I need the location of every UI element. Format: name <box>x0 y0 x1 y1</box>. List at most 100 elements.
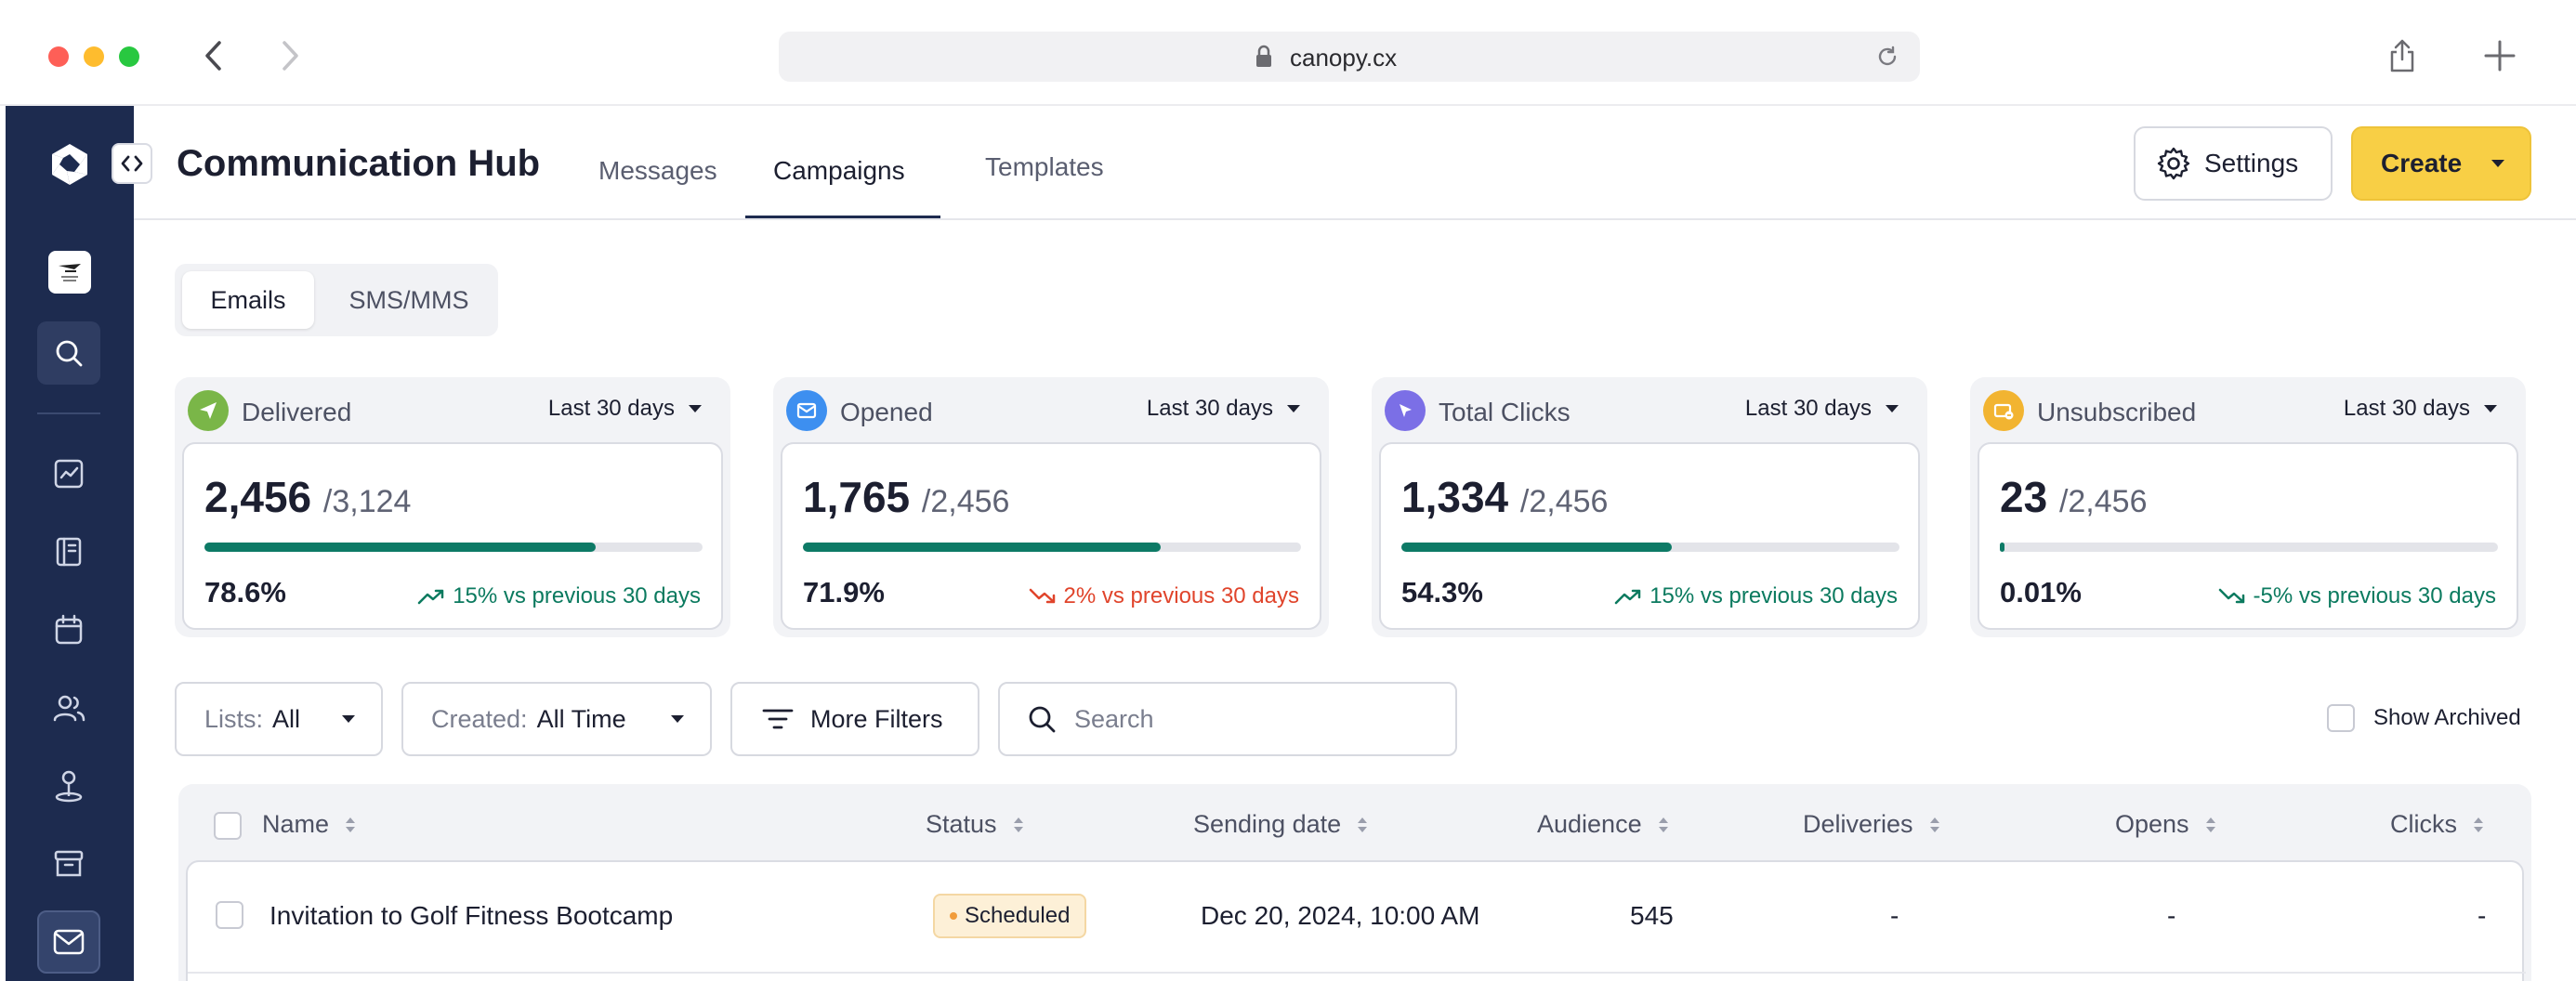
column-header-clicks[interactable]: Clicks <box>2390 810 2485 839</box>
search-input[interactable]: Search <box>998 682 1457 756</box>
sort-icon <box>1358 817 1368 832</box>
trend-text: 15% vs previous 30 days <box>453 583 701 608</box>
column-header-deliveries[interactable]: Deliveries <box>1803 810 1941 839</box>
sort-icon <box>2205 817 2215 832</box>
column-header-name[interactable]: Name <box>262 810 357 839</box>
progress-fill <box>803 543 1162 552</box>
window-maximize-button[interactable] <box>119 46 139 67</box>
tab-messages[interactable]: Messages <box>598 156 717 185</box>
filter-value: All <box>272 704 301 733</box>
new-tab-icon[interactable] <box>2481 37 2518 74</box>
stat-card-unsubscribed: Unsubscribed Last 30 days 23 /2,456 0.01… <box>1970 377 2526 637</box>
clicks-count: - <box>2477 901 2487 930</box>
stat-percent: 54.3% <box>1401 576 1483 608</box>
row-checkbox[interactable] <box>216 901 243 929</box>
audience-count: 545 <box>1630 901 1674 930</box>
show-archived-toggle[interactable]: Show Archived <box>2327 704 2521 732</box>
filter-value: All Time <box>536 704 626 733</box>
row-divider <box>188 972 2526 974</box>
stat-total: /2,456 <box>2058 484 2148 519</box>
envelope-icon <box>53 929 85 955</box>
header-divider <box>134 218 2576 220</box>
archive-box-icon <box>54 850 84 877</box>
forward-button[interactable] <box>271 37 309 74</box>
stat-trend: -5% vs previous 30 days <box>2218 583 2496 609</box>
show-archived-checkbox[interactable] <box>2327 704 2355 732</box>
column-header-status[interactable]: Status <box>926 810 1025 839</box>
caret-down-icon <box>671 715 684 723</box>
select-all-checkbox[interactable] <box>214 812 242 840</box>
window-minimize-button[interactable] <box>84 46 104 67</box>
sidebar-item-catalog[interactable] <box>37 520 100 583</box>
sidebar-item-golf[interactable] <box>37 754 100 818</box>
sidebar-item-archive[interactable] <box>37 832 100 896</box>
trend-text: -5% vs previous 30 days <box>2253 583 2496 608</box>
stat-value-wrap: 1,765 /2,456 <box>803 472 1009 522</box>
column-header-sending-date[interactable]: Sending date <box>1193 810 1369 839</box>
progress-fill <box>204 543 597 552</box>
progress-track <box>2000 543 2498 552</box>
trend-down-icon <box>2218 588 2244 604</box>
sidebar-item-calendar[interactable] <box>37 598 100 661</box>
progress-track <box>803 543 1301 552</box>
more-filters-button[interactable]: More Filters <box>730 682 979 756</box>
stat-total: /2,456 <box>921 484 1010 519</box>
address-bar[interactable]: canopy.cx <box>779 32 1920 82</box>
trend-up-icon <box>1614 589 1641 605</box>
stat-value-wrap: 23 /2,456 <box>2000 472 2147 522</box>
lock-icon <box>1256 45 1271 67</box>
channel-option-emails[interactable]: Emails <box>182 271 314 329</box>
range-dropdown[interactable]: Last 30 days <box>548 396 703 422</box>
range-dropdown[interactable]: Last 30 days <box>1147 396 1301 422</box>
deliveries-count: - <box>1890 901 1899 930</box>
url-text: canopy.cx <box>1290 44 1398 72</box>
send-icon <box>188 390 229 431</box>
sidebar-item-communication[interactable] <box>37 910 100 974</box>
channel-option-sms[interactable]: SMS/MMS <box>348 285 469 314</box>
lists-filter[interactable]: Lists: All <box>175 682 383 756</box>
app-logo-icon[interactable] <box>46 141 93 188</box>
created-filter[interactable]: Created: All Time <box>401 682 712 756</box>
reload-icon[interactable] <box>1875 45 1899 69</box>
calendar-icon <box>55 614 83 645</box>
create-button[interactable]: Create <box>2351 126 2531 201</box>
window-close-button[interactable] <box>48 46 69 67</box>
sidebar-item-analytics[interactable] <box>37 442 100 505</box>
stat-value: 1,334 <box>1401 473 1509 521</box>
range-label: Last 30 days <box>1146 396 1273 421</box>
sort-icon <box>1929 817 1939 832</box>
book-icon <box>56 537 82 567</box>
stat-label: Delivered <box>242 398 352 426</box>
column-header-label: Name <box>262 810 330 838</box>
table-row[interactable]: Invitation to Golf Fitness Bootcamp Sche… <box>186 860 2526 981</box>
column-header-audience[interactable]: Audience <box>1537 810 1670 839</box>
brand-logo[interactable] <box>48 251 91 294</box>
range-dropdown[interactable]: Last 30 days <box>1745 396 1899 422</box>
code-brackets-icon <box>121 155 143 172</box>
campaign-name[interactable]: Invitation to Golf Fitness Bootcamp <box>269 901 674 930</box>
status-dot <box>950 912 957 920</box>
stat-value: 1,765 <box>803 473 911 521</box>
stat-card-clicks: Total Clicks Last 30 days 1,334 /2,456 5… <box>1372 377 1927 637</box>
tab-templates[interactable]: Templates <box>985 152 1104 181</box>
share-icon[interactable] <box>2388 37 2416 74</box>
sort-icon <box>346 817 356 832</box>
settings-button[interactable]: Settings <box>2134 126 2333 201</box>
stat-total: /3,124 <box>322 484 412 519</box>
range-dropdown[interactable]: Last 30 days <box>2344 396 2498 422</box>
browser-chrome: canopy.cx <box>0 0 2576 106</box>
stat-value: 2,456 <box>204 473 312 521</box>
column-header-opens[interactable]: Opens <box>2115 810 2217 839</box>
column-header-label: Sending date <box>1193 810 1342 838</box>
stat-value-wrap: 2,456 /3,124 <box>204 472 411 522</box>
column-header-label: Status <box>926 810 997 838</box>
sidebar-toggle-button[interactable] <box>112 143 152 184</box>
range-label: Last 30 days <box>1744 396 1872 421</box>
main-content: Communication Hub Messages Campaigns Tem… <box>134 106 2576 981</box>
back-button[interactable] <box>195 37 232 74</box>
sidebar-item-members[interactable] <box>37 676 100 739</box>
tab-campaigns[interactable]: Campaigns <box>773 156 905 185</box>
trend-text: 2% vs previous 30 days <box>1063 583 1299 608</box>
sidebar-search-button[interactable] <box>37 321 100 385</box>
stat-body: 1,334 /2,456 54.3% 15% vs previous 30 da… <box>1379 442 1920 630</box>
